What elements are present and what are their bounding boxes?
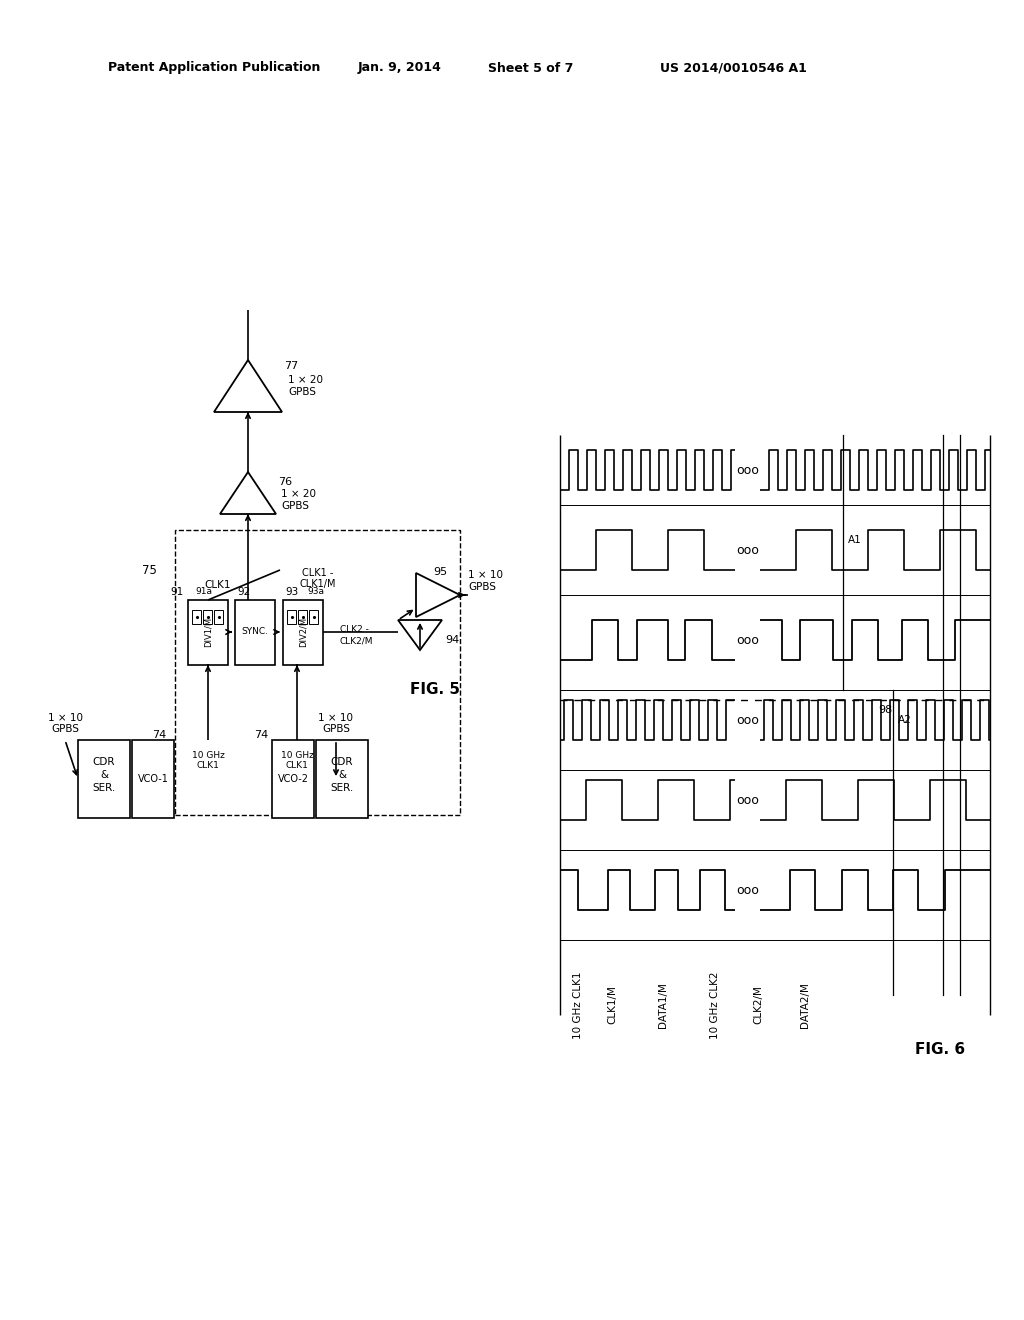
Text: DIV2/M: DIV2/M: [299, 616, 307, 647]
Text: CLK1/M: CLK1/M: [607, 986, 617, 1024]
Bar: [132, 741, 174, 818]
Bar: [283, 601, 323, 665]
Bar: [298, 610, 307, 624]
Text: SYNC.: SYNC.: [242, 627, 268, 636]
Text: ooo: ooo: [736, 714, 760, 726]
Text: CLK2/M: CLK2/M: [340, 636, 374, 645]
Text: 1 × 10: 1 × 10: [47, 713, 83, 723]
Text: GPBS: GPBS: [468, 582, 496, 591]
Text: 95: 95: [433, 568, 447, 577]
Text: Patent Application Publication: Patent Application Publication: [108, 62, 321, 74]
Text: GPBS: GPBS: [288, 387, 316, 397]
Text: Jan. 9, 2014: Jan. 9, 2014: [358, 62, 442, 74]
Text: 10 GHz CLK2: 10 GHz CLK2: [710, 972, 720, 1039]
Bar: [234, 601, 275, 665]
Bar: [309, 610, 318, 624]
Text: 98: 98: [878, 705, 892, 715]
Text: FIG. 6: FIG. 6: [914, 1043, 965, 1057]
Text: CLK1/M: CLK1/M: [300, 579, 336, 589]
Text: ooo: ooo: [736, 793, 760, 807]
Text: US 2014/0010546 A1: US 2014/0010546 A1: [660, 62, 807, 74]
Text: VCO-2: VCO-2: [278, 774, 308, 784]
Text: 1 × 20: 1 × 20: [288, 375, 323, 385]
Text: CLK2/M: CLK2/M: [753, 986, 763, 1024]
Text: &: &: [100, 770, 109, 780]
Bar: [193, 610, 201, 624]
Text: CLK1 -: CLK1 -: [302, 568, 334, 578]
Text: 74: 74: [152, 730, 166, 741]
Text: A1: A1: [848, 535, 862, 545]
Bar: [316, 741, 368, 818]
Text: 10 GHz: 10 GHz: [191, 751, 224, 760]
Text: CDR: CDR: [93, 756, 116, 767]
Text: 74: 74: [254, 730, 268, 741]
Text: ooo: ooo: [736, 883, 760, 896]
Bar: [78, 741, 130, 818]
Text: 93: 93: [285, 587, 298, 597]
Text: VCO-1: VCO-1: [137, 774, 168, 784]
Text: DATA2/M: DATA2/M: [800, 982, 810, 1028]
Text: CDR: CDR: [331, 756, 353, 767]
Text: SER.: SER.: [331, 783, 353, 793]
Text: ooo: ooo: [736, 463, 760, 477]
Text: 10 GHz CLK1: 10 GHz CLK1: [573, 972, 583, 1039]
Bar: [287, 610, 296, 624]
Text: CLK1: CLK1: [205, 579, 231, 590]
Text: SER.: SER.: [92, 783, 116, 793]
Text: 92: 92: [237, 587, 250, 597]
Text: 91: 91: [171, 587, 184, 597]
Text: CLK2 -: CLK2 -: [340, 626, 369, 635]
Bar: [175, 531, 460, 814]
Text: DIV1/M: DIV1/M: [204, 616, 213, 647]
Text: FIG. 5: FIG. 5: [410, 682, 460, 697]
Text: CLK1: CLK1: [197, 762, 219, 771]
Text: &: &: [338, 770, 346, 780]
Text: GPBS: GPBS: [281, 502, 309, 511]
Text: 10 GHz: 10 GHz: [281, 751, 313, 760]
Text: Sheet 5 of 7: Sheet 5 of 7: [488, 62, 573, 74]
Text: GPBS: GPBS: [322, 723, 350, 734]
Bar: [214, 610, 223, 624]
Text: GPBS: GPBS: [51, 723, 79, 734]
Bar: [203, 610, 212, 624]
Text: 76: 76: [278, 477, 292, 487]
Text: 91a: 91a: [196, 587, 213, 597]
Text: ooo: ooo: [736, 634, 760, 647]
Text: 1 × 10: 1 × 10: [318, 713, 353, 723]
Text: 75: 75: [142, 564, 157, 577]
Text: 1 × 10: 1 × 10: [468, 570, 503, 579]
Text: 77: 77: [284, 360, 298, 371]
Bar: [188, 601, 228, 665]
Text: DATA1/M: DATA1/M: [658, 982, 668, 1028]
Text: A2: A2: [898, 715, 911, 725]
Text: ooo: ooo: [736, 544, 760, 557]
Text: CLK1: CLK1: [286, 762, 308, 771]
Text: 94: 94: [445, 635, 459, 645]
Text: 1 × 20: 1 × 20: [281, 488, 316, 499]
Text: 93a: 93a: [307, 587, 324, 597]
Bar: [272, 741, 314, 818]
